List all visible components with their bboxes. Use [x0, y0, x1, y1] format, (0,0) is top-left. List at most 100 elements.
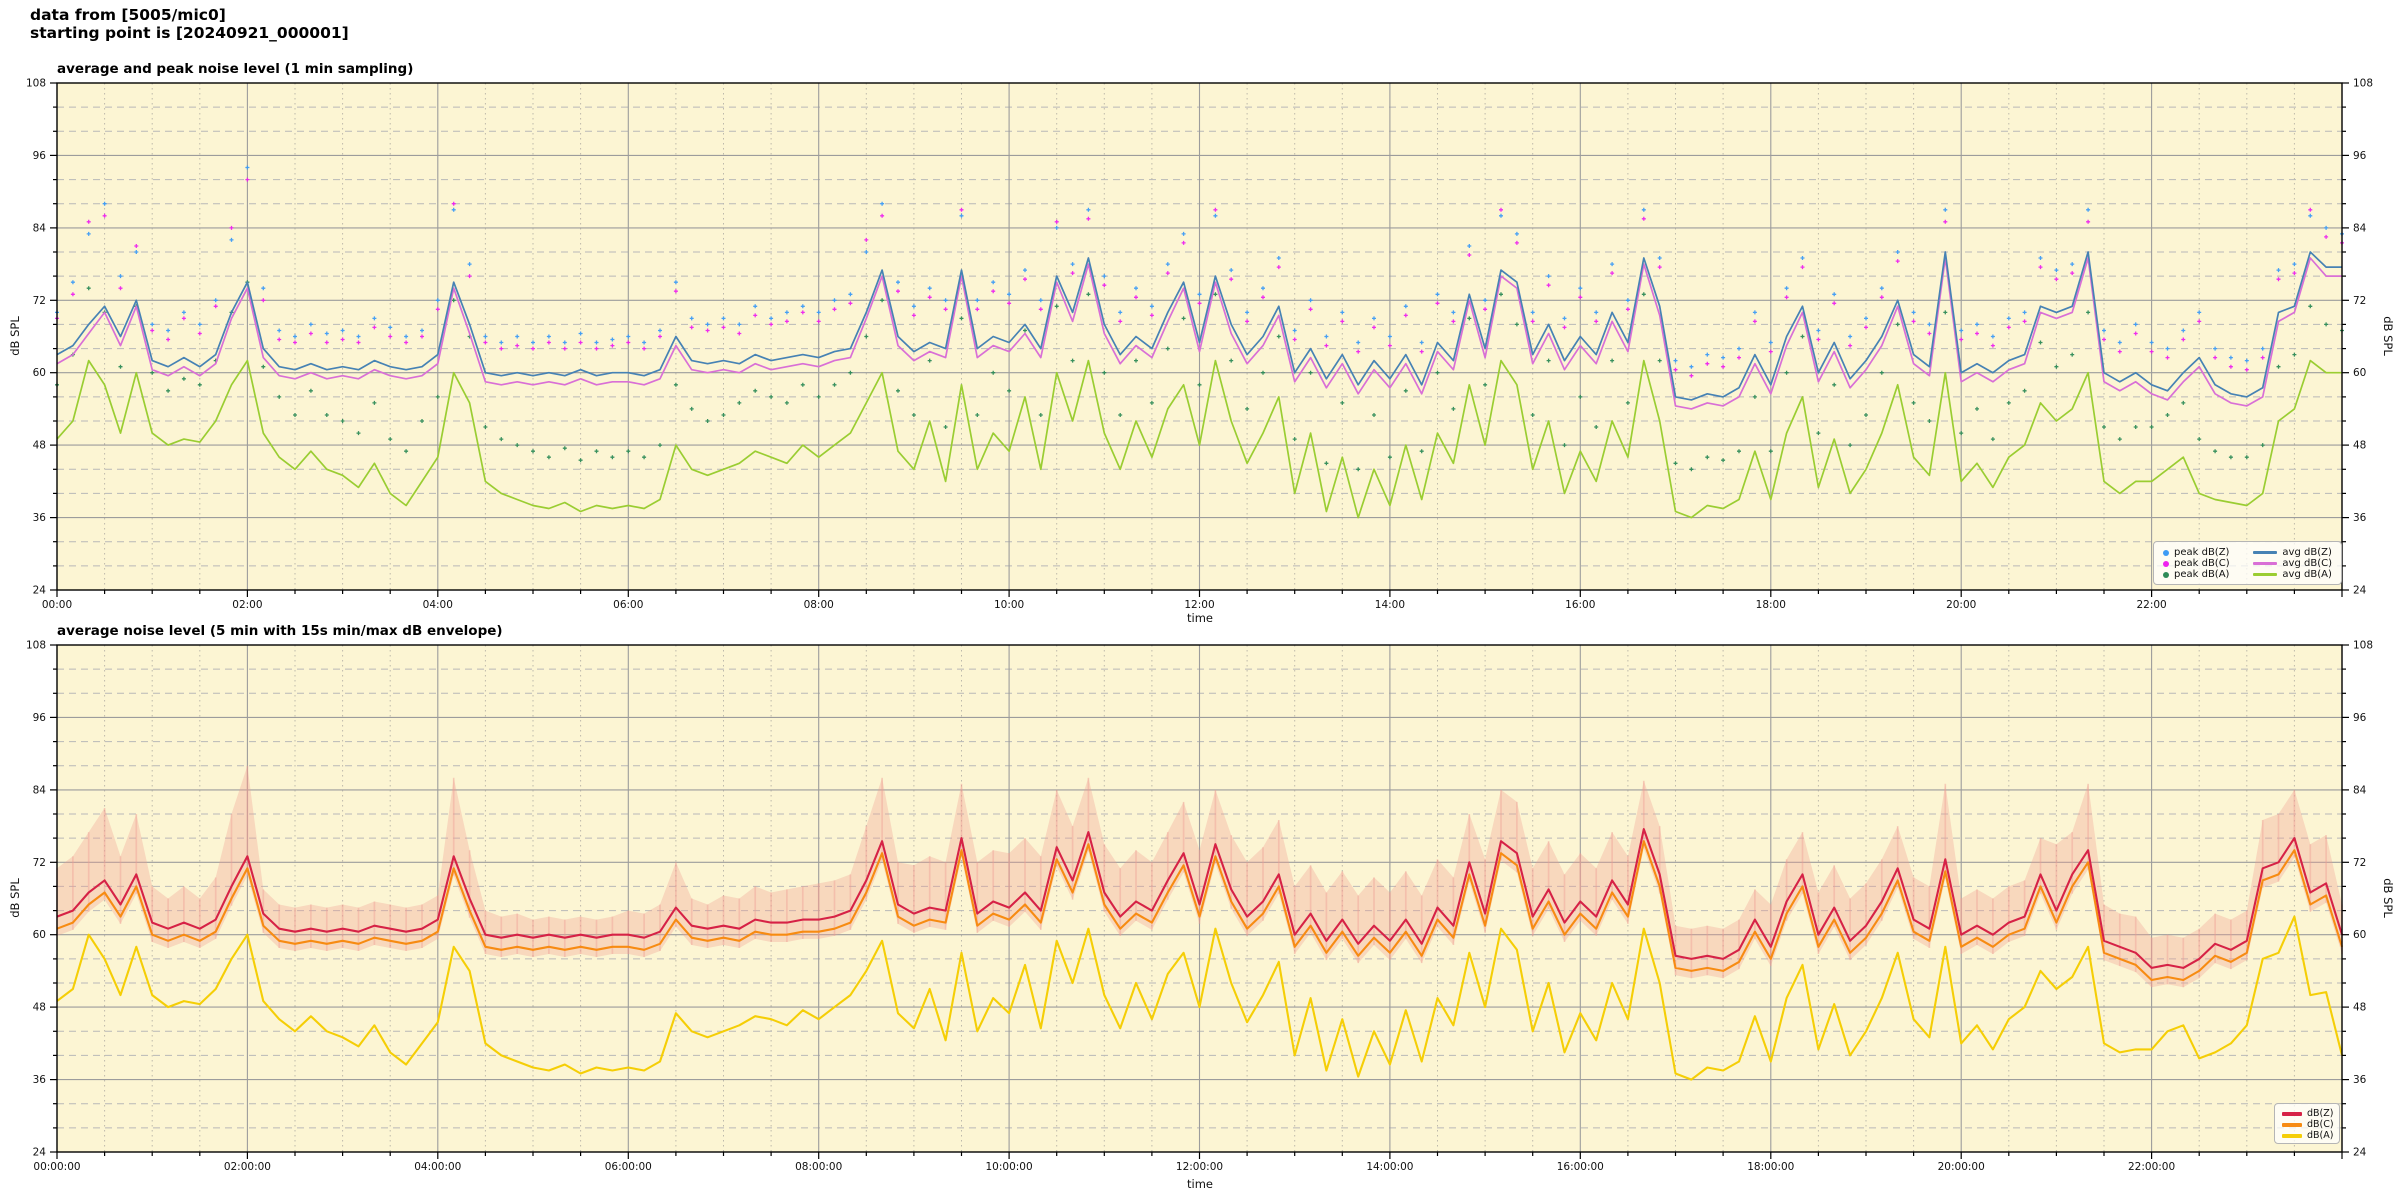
y-tick-label: 96 [2353, 712, 2367, 724]
legend-item: avg dB(C) [2253, 558, 2332, 569]
dbz-marker-icon [2282, 1111, 2302, 1116]
avg-dba-marker-icon [2253, 572, 2278, 577]
x-tick-label: 04:00 [423, 599, 453, 611]
legend-label: peak dB(A) [2174, 569, 2230, 580]
series-avg_dbz [56, 251, 2342, 401]
tick-labels: 00:00 02:00 04:00 06:00 08:00 10:00 12:00 14:00… [26, 78, 2373, 612]
y-tick-label: 48 [2353, 1002, 2366, 1014]
y-tick-label: 96 [33, 150, 47, 162]
axis-ticks [50, 82, 2349, 597]
x-tick-label: 20:00 [1946, 599, 1976, 611]
y-axis-label-bottom-left: dB SPL [8, 878, 22, 918]
dba-marker-icon [2282, 1133, 2302, 1138]
x-tick-label: 02:00 [232, 599, 262, 611]
x-tick-label: 08:00:00 [795, 1161, 842, 1173]
top-chart-legend: peak dB(Z) peak dB(C) peak dB(A) avg dB(… [2153, 541, 2342, 585]
x-tick-label: 10:00 [994, 599, 1024, 611]
legend-item: peak dB(Z) [2163, 547, 2239, 558]
axis-ticks [50, 644, 2349, 1159]
x-tick-label: 14:00 [1375, 599, 1405, 611]
y-tick-label: 60 [33, 929, 46, 941]
y-tick-label: 84 [2353, 222, 2367, 234]
legend-label: dB(C) [2307, 1119, 2334, 1130]
y-tick-label: 24 [33, 585, 47, 597]
series-avg_dbc [56, 257, 2342, 410]
tick-labels: 00:00:00 02:00:00 04:00:00 06:00:00 08:00:00… [26, 640, 2373, 1174]
y-tick-label: 36 [33, 1074, 47, 1086]
x-axis-label-top-chart: time [1187, 611, 1213, 625]
y-tick-label: 36 [33, 512, 47, 524]
y-tick-label: 72 [33, 295, 46, 307]
legend-item: avg dB(Z) [2253, 547, 2332, 558]
y-tick-label: 108 [2353, 640, 2373, 652]
y-axis-label-bottom-right: dB SPL [2381, 878, 2395, 918]
x-tick-label: 12:00:00 [1176, 1161, 1223, 1173]
y-tick-label: 96 [33, 712, 47, 724]
y-tick-label: 60 [33, 367, 46, 379]
x-tick-label: 16:00:00 [1557, 1161, 1604, 1173]
x-tick-label: 08:00 [804, 599, 834, 611]
x-tick-label: 18:00:00 [1747, 1161, 1794, 1173]
y-tick-label: 36 [2353, 512, 2367, 524]
y-tick-label: 24 [33, 1147, 47, 1159]
y-tick-label: 24 [2353, 1147, 2367, 1159]
legend-label: peak dB(Z) [2174, 547, 2230, 558]
legend-item: dB(C) [2282, 1119, 2334, 1130]
header-line1: data from [5005/mic0] [30, 6, 226, 24]
legend-item: dB(A) [2282, 1130, 2334, 1141]
legend-label: peak dB(C) [2174, 558, 2230, 569]
peak-dbc-marker-icon [2163, 560, 2169, 567]
x-tick-label: 00:00:00 [33, 1161, 80, 1173]
x-tick-label: 06:00 [613, 599, 643, 611]
dbc-marker-icon [2282, 1122, 2302, 1127]
legend-column-avg: avg dB(Z) avg dB(C) avg dB(A) [2253, 547, 2332, 580]
x-tick-label: 06:00:00 [605, 1161, 652, 1173]
x-tick-label: 22:00 [2136, 599, 2166, 611]
legend-label: avg dB(Z) [2282, 547, 2332, 558]
legend-item: dB(Z) [2282, 1108, 2334, 1119]
legend-item: avg dB(A) [2253, 569, 2332, 580]
series-dbc [56, 840, 2344, 982]
bottom-chart-title: average noise level (5 min with 15s min/… [57, 623, 503, 639]
x-tick-label: 20:00:00 [1938, 1161, 1985, 1173]
bottom-chart-legend: dB(Z) dB(C) dB(A) [2274, 1103, 2340, 1144]
series-avg_dba [56, 359, 2342, 519]
series-dba [56, 915, 2344, 1081]
series-dbz [56, 828, 2344, 969]
y-tick-label: 72 [2353, 857, 2366, 869]
legend-column: dB(Z) dB(C) dB(A) [2282, 1108, 2334, 1141]
y-tick-label: 96 [2353, 150, 2367, 162]
x-tick-label: 14:00:00 [1366, 1161, 1413, 1173]
x-tick-label: 12:00 [1184, 599, 1214, 611]
x-tick-label: 22:00:00 [2128, 1161, 2175, 1173]
y-tick-label: 36 [2353, 1074, 2367, 1086]
y-tick-label: 72 [33, 857, 46, 869]
y-tick-label: 84 [2353, 784, 2367, 796]
legend-item: peak dB(C) [2163, 558, 2239, 569]
x-tick-label: 02:00:00 [224, 1161, 271, 1173]
header-line2: starting point is [20240921_000001] [30, 24, 349, 42]
x-tick-label: 04:00:00 [414, 1161, 461, 1173]
y-tick-label: 84 [33, 784, 47, 796]
y-tick-label: 48 [33, 1002, 46, 1014]
y-tick-label: 84 [33, 222, 47, 234]
legend-label: dB(A) [2307, 1130, 2334, 1141]
x-axis-label-bottom-chart: time [1187, 1177, 1213, 1191]
top-chart-title: average and peak noise level (1 min samp… [57, 61, 414, 77]
legend-label: avg dB(C) [2282, 558, 2332, 569]
y-tick-label: 108 [26, 640, 46, 652]
y-tick-label: 60 [2353, 929, 2366, 941]
x-tick-label: 16:00 [1565, 599, 1595, 611]
y-axis-label-top-left: dB SPL [8, 316, 22, 356]
y-tick-label: 108 [26, 78, 46, 90]
legend-label: avg dB(A) [2282, 569, 2332, 580]
x-tick-label: 10:00:00 [986, 1161, 1033, 1173]
x-tick-label: 00:00 [42, 599, 72, 611]
avg-dbz-marker-icon [2253, 550, 2278, 555]
y-tick-label: 108 [2353, 78, 2373, 90]
avg-dbc-marker-icon [2253, 561, 2278, 566]
header: data from [5005/mic0] starting point is … [30, 6, 349, 42]
y-tick-label: 24 [2353, 585, 2367, 597]
chart-bottom: 00:00:00 02:00:00 04:00:00 06:00:00 08:00:00… [26, 640, 2373, 1174]
